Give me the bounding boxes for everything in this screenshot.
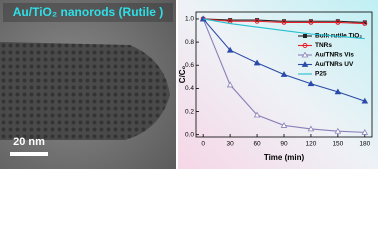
marker xyxy=(361,97,369,104)
marker xyxy=(307,125,315,132)
marker xyxy=(307,80,315,87)
marker xyxy=(226,81,234,88)
y-tick-label: 0.2 xyxy=(185,108,194,115)
scale-label: 20 nm xyxy=(13,136,45,148)
x-tick-label: 0 xyxy=(201,141,205,148)
x-tick-label: 30 xyxy=(227,141,235,148)
page: {"image_caption": {"title": "Au/TiO₂ nan… xyxy=(0,0,378,169)
marker xyxy=(253,59,261,66)
marker xyxy=(362,20,367,25)
marker xyxy=(255,18,260,23)
legend-label: P25 xyxy=(315,71,327,78)
marker xyxy=(280,71,288,77)
legend-label: Au/TNRs UV xyxy=(315,61,354,68)
series-line xyxy=(203,18,365,40)
marker xyxy=(334,127,342,134)
y-tick-label: 0.6 xyxy=(185,62,194,69)
figure: Au/TiO₂ nanorods (Rutile ) 20 nm 0.00.20… xyxy=(0,0,378,169)
legend-marker xyxy=(302,43,308,48)
scale-bar xyxy=(10,152,48,156)
nanorod-pores xyxy=(0,42,170,140)
legend-marker xyxy=(301,61,309,67)
caption-bg xyxy=(3,3,173,22)
legend-label: TNRs xyxy=(315,42,332,49)
marker xyxy=(361,128,369,135)
marker xyxy=(308,19,314,25)
marker xyxy=(254,18,260,24)
marker xyxy=(335,19,340,24)
legend-label: Au/TNRs Vis xyxy=(315,52,354,59)
x-tick-label: 90 xyxy=(280,141,288,148)
marker xyxy=(335,19,341,25)
x-tick-label: 60 xyxy=(253,141,261,148)
marker xyxy=(280,122,288,128)
marker xyxy=(226,46,234,53)
x-tick-label: 120 xyxy=(306,141,317,148)
y-tick-label: 0.0 xyxy=(185,131,194,138)
y-axis-label: C/C₀ xyxy=(178,65,187,83)
legend-marker xyxy=(303,34,307,38)
image-title: Au/TiO₂ nanorods (Rutile ) xyxy=(13,5,163,19)
marker xyxy=(362,21,368,27)
marker xyxy=(308,19,313,24)
y-tick-label: 1.0 xyxy=(185,16,194,23)
y-tick-label: 0.4 xyxy=(185,85,194,92)
marker xyxy=(281,19,287,25)
x-tick-label: 180 xyxy=(359,141,370,148)
x-axis-label: Time (min) xyxy=(264,153,305,162)
marker xyxy=(228,18,233,23)
marker xyxy=(253,111,261,118)
x-tick-label: 150 xyxy=(332,141,343,148)
chart: 0.0 0.2 0.4 0.6 0.8 1.0 0 30 60 90 120 150 180 Time (… xyxy=(178,11,373,162)
series-line xyxy=(203,18,365,25)
marker xyxy=(334,88,342,95)
marker xyxy=(282,19,286,24)
legend-marker xyxy=(301,51,309,58)
y-tick-label: 0.8 xyxy=(185,39,194,46)
